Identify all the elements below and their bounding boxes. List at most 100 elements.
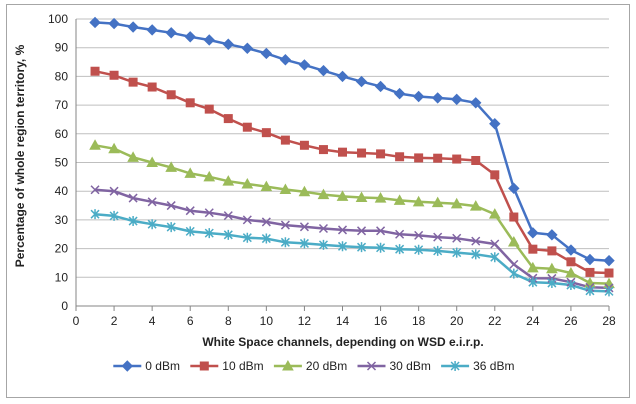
data-point-30-dbm bbox=[395, 229, 405, 239]
data-point-36-dbm bbox=[471, 249, 481, 260]
data-point-36-dbm bbox=[395, 244, 405, 255]
data-point-30-dbm bbox=[357, 226, 367, 236]
data-point-30-dbm bbox=[376, 226, 386, 236]
x-tick-label: 14 bbox=[336, 314, 350, 328]
data-point-0-dbm bbox=[470, 97, 482, 109]
series-line-30-dbm bbox=[94, 188, 610, 290]
data-point-10-dbm bbox=[299, 140, 309, 150]
data-point-20-dbm bbox=[279, 183, 292, 194]
data-point-20-dbm bbox=[222, 175, 235, 186]
data-point-0-dbm bbox=[222, 38, 234, 50]
data-point-0-dbm bbox=[317, 64, 330, 77]
data-point-30-dbm bbox=[261, 217, 271, 227]
y-tick-label: 0 bbox=[61, 299, 68, 313]
legend-label-30-dbm: 30 dBm bbox=[390, 359, 431, 373]
data-point-0-dbm bbox=[565, 244, 577, 256]
y-tick-label: 20 bbox=[55, 242, 69, 256]
data-point-0-dbm bbox=[127, 21, 139, 33]
data-point-36-dbm bbox=[547, 278, 557, 289]
data-point-20-dbm bbox=[260, 180, 273, 192]
legend-label-36-dbm: 36 dBm bbox=[473, 359, 514, 373]
data-point-20-dbm bbox=[546, 262, 558, 274]
data-point-36-dbm bbox=[452, 247, 462, 258]
series-line-0-dbm bbox=[94, 21, 610, 262]
data-point-10-dbm bbox=[452, 154, 462, 164]
data-point-36-dbm bbox=[318, 239, 328, 250]
data-point-0-dbm bbox=[584, 253, 596, 266]
data-point-36-dbm bbox=[414, 244, 424, 255]
data-point-36-dbm bbox=[242, 232, 252, 243]
data-point-10-dbm bbox=[223, 114, 233, 124]
data-point-20-dbm bbox=[355, 191, 368, 203]
data-point-30-dbm bbox=[280, 220, 290, 230]
data-point-10-dbm bbox=[242, 122, 252, 132]
data-point-20-dbm bbox=[488, 208, 501, 219]
x-tick-labels: 0 2 4 6 8 10 12 14 16 18 20 22 24 26 28 bbox=[73, 314, 616, 328]
data-point-10-dbm bbox=[509, 212, 519, 222]
legend-marker-0-dbm bbox=[121, 360, 134, 372]
data-point-36-dbm bbox=[357, 242, 367, 253]
data-point-36-dbm bbox=[204, 228, 214, 239]
data-point-30-dbm bbox=[204, 208, 214, 218]
data-point-0-dbm bbox=[203, 34, 215, 46]
series-markers bbox=[89, 16, 615, 297]
data-point-20-dbm bbox=[393, 194, 406, 205]
data-point-0-dbm bbox=[412, 90, 425, 103]
data-point-36-dbm bbox=[185, 226, 195, 237]
data-point-20-dbm bbox=[146, 156, 158, 167]
data-point-0-dbm bbox=[298, 59, 311, 71]
data-point-0-dbm bbox=[260, 47, 273, 60]
legend-marker-36-dbm bbox=[450, 361, 460, 371]
data-point-30-dbm bbox=[337, 225, 348, 235]
data-point-36-dbm bbox=[585, 285, 595, 296]
data-point-0-dbm bbox=[431, 92, 444, 104]
data-point-36-dbm bbox=[109, 210, 119, 221]
data-point-20-dbm bbox=[469, 200, 482, 211]
x-axis-title: White Space channels, depending on WSD e… bbox=[202, 335, 483, 349]
y-tick-label: 50 bbox=[55, 156, 69, 170]
data-point-10-dbm bbox=[433, 153, 443, 163]
legend-marker-20-dbm bbox=[282, 359, 294, 371]
legend-label-10-dbm: 10 dBm bbox=[222, 359, 263, 373]
data-point-30-dbm bbox=[414, 230, 424, 240]
legend: 0 dBm 10 dBm 20 dBm 30 dBm 36 dBm bbox=[113, 359, 514, 373]
data-point-20-dbm bbox=[89, 139, 101, 150]
legend-label-20-dbm: 20 dBm bbox=[306, 359, 347, 373]
x-tick-label: 26 bbox=[564, 314, 578, 328]
data-point-0-dbm bbox=[374, 80, 387, 93]
y-tick-label: 10 bbox=[55, 270, 69, 284]
data-point-0-dbm bbox=[489, 118, 501, 130]
y-tick-label: 80 bbox=[55, 69, 69, 83]
data-point-10-dbm bbox=[395, 152, 405, 162]
x-tick-label: 2 bbox=[111, 314, 118, 328]
data-point-10-dbm bbox=[204, 104, 214, 114]
data-point-20-dbm bbox=[527, 261, 539, 273]
data-point-20-dbm bbox=[412, 195, 425, 207]
data-point-0-dbm bbox=[108, 17, 120, 30]
data-point-36-dbm bbox=[528, 277, 538, 288]
data-point-10-dbm bbox=[128, 77, 138, 87]
data-point-10-dbm bbox=[338, 147, 347, 157]
data-point-30-dbm bbox=[471, 236, 481, 246]
series-line-36-dbm bbox=[94, 212, 610, 293]
data-point-30-dbm bbox=[109, 186, 119, 196]
series-line-10-dbm bbox=[94, 69, 610, 275]
data-point-36-dbm bbox=[433, 245, 443, 256]
gridlines bbox=[76, 18, 609, 278]
x-tick-label: 0 bbox=[73, 314, 80, 328]
data-point-20-dbm bbox=[336, 190, 349, 201]
data-point-36-dbm bbox=[566, 280, 576, 291]
data-point-20-dbm bbox=[450, 197, 463, 209]
data-point-30-dbm bbox=[128, 193, 138, 203]
data-point-0-dbm bbox=[146, 24, 158, 36]
data-point-20-dbm bbox=[108, 142, 120, 154]
data-point-36-dbm bbox=[280, 237, 290, 248]
data-point-10-dbm bbox=[471, 155, 481, 165]
data-point-0-dbm bbox=[279, 54, 292, 66]
data-point-20-dbm bbox=[203, 170, 216, 182]
data-point-30-dbm bbox=[166, 201, 176, 211]
data-point-30-dbm bbox=[223, 211, 233, 221]
data-point-10-dbm bbox=[490, 170, 500, 180]
legend-marker-30-dbm bbox=[366, 361, 377, 371]
data-point-20-dbm bbox=[374, 192, 387, 203]
